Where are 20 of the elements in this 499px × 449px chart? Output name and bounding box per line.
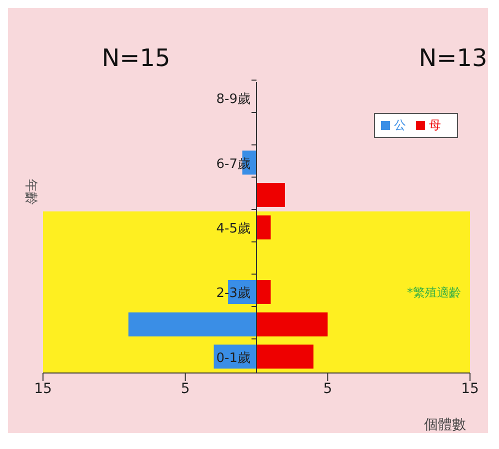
x-tick-label: 5 — [323, 380, 332, 397]
bar — [128, 312, 256, 336]
y-axis-title: 年齡 — [22, 179, 39, 205]
bar — [256, 312, 328, 336]
y-tick-label: 8-9歲 — [216, 92, 250, 108]
y-tick-label: 0-1歲 — [216, 350, 250, 366]
bar — [256, 183, 285, 207]
bar — [256, 344, 314, 369]
legend-label: 公 — [394, 118, 406, 132]
text: N=13 — [418, 44, 488, 72]
legend-label: 母 — [429, 118, 441, 132]
x-tick-label: 15 — [461, 380, 479, 397]
y-tick-label: 4-5歲 — [216, 222, 250, 236]
band-label: *繁殖適齡 — [407, 285, 461, 300]
x-tick-label: 15 — [34, 380, 52, 397]
bar — [256, 215, 271, 240]
x-axis-title: 個體數 — [424, 417, 466, 433]
x-tick-label: 5 — [180, 380, 190, 397]
bar — [256, 280, 271, 304]
text: N=15 — [100, 44, 172, 72]
